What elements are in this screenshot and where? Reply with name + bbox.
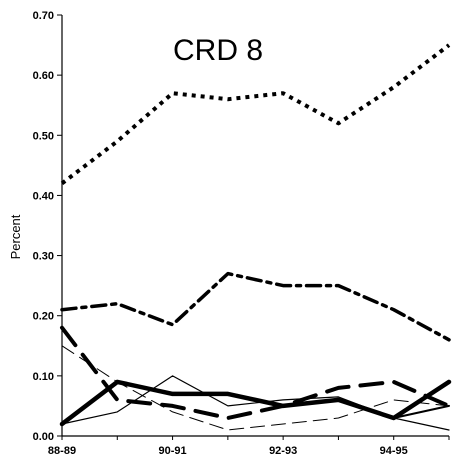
y-tick-label: 0.70 (33, 10, 54, 22)
series-line-4-thin-dash (61, 345, 450, 431)
y-axis-title: Percent (8, 214, 23, 259)
x-tick-label: 90-91 (159, 445, 187, 457)
y-tick-label: 0.50 (33, 130, 54, 142)
chart-axes: 0.00 0.10 0.20 0.30 0.40 0.50 0.60 0.70 88-89 90-… (33, 10, 450, 457)
y-tick-label: 0.20 (33, 311, 54, 323)
series-line-7-thick-solid (59, 379, 452, 427)
y-tick-label: 0.30 (33, 251, 54, 263)
y-tick-label: 0.10 (33, 371, 54, 383)
series-line-3-long-dash (60, 325, 451, 420)
series-line-2-dash-dot (60, 271, 451, 342)
chart-title: CRD 8 (173, 34, 263, 67)
x-tick-label: 94-95 (380, 445, 408, 457)
y-tick-label: 0.40 (33, 190, 54, 202)
x-tick-label: 92-93 (269, 445, 297, 457)
y-tick-label: 0.60 (33, 70, 54, 82)
y-tick-label: 0.00 (33, 431, 54, 443)
series-layer (59, 43, 452, 431)
series-line-1-dotted (60, 43, 451, 185)
x-tick-label: 88-89 (48, 445, 76, 457)
